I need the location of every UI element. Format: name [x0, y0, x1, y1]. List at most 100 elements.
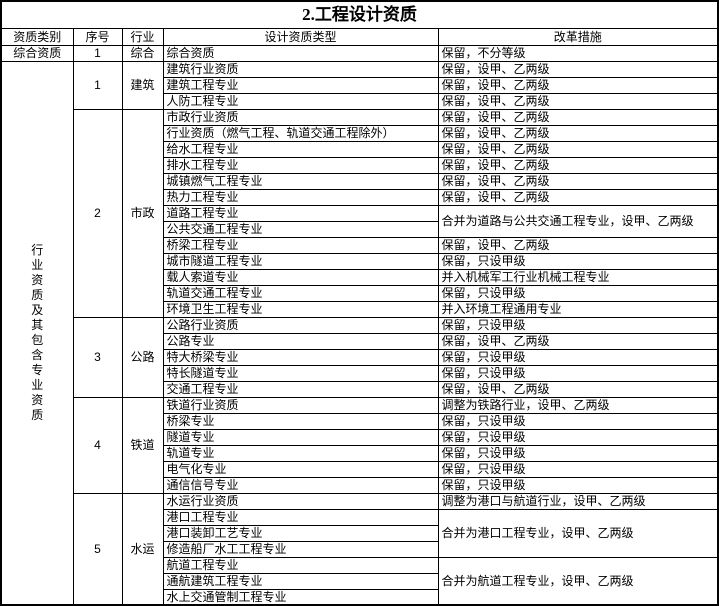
design-type-cell: 电气化专业 — [162, 460, 439, 478]
seq-cell: 2 — [72, 108, 123, 318]
header-seq: 序号 — [72, 27, 123, 46]
design-type-cell: 港口装卸工艺专业 — [162, 524, 439, 542]
design-type-cell: 港口工程专业 — [162, 508, 439, 526]
design-type-cell: 公路行业资质 — [162, 316, 439, 334]
measure-cell: 调整为港口与航道行业，设甲、乙两级 — [437, 492, 719, 510]
measure-cell-merged: 合并为港口工程专业，设甲、乙两级 — [437, 508, 719, 558]
measure-cell: 保留，只设甲级 — [437, 252, 719, 270]
category-vertical-label: 行业资质及其包含专业资质 — [31, 242, 44, 422]
page-title: 2.工程设计资质 — [0, 0, 719, 29]
design-type-cell: 通信信号专业 — [162, 476, 439, 494]
table-row: 轨道专业 保留，只设甲级 — [1, 444, 719, 462]
industry-cell: 水运 — [121, 492, 164, 606]
design-type-cell: 建筑行业资质 — [162, 60, 439, 78]
design-type-cell: 交通工程专业 — [162, 380, 439, 398]
measure-cell: 调整为铁路行业，设甲、乙两级 — [437, 396, 719, 414]
design-type-cell: 轨道专业 — [162, 444, 439, 462]
header-industry: 行业 — [121, 27, 164, 46]
category-cell: 综合资质 — [0, 44, 74, 62]
table-row: 3 公路 公路行业资质 保留，只设甲级 — [1, 316, 719, 398]
design-type-cell: 城镇燃气工程专业 — [162, 172, 439, 190]
industry-cell: 建筑 — [121, 60, 164, 110]
title-row: 2.工程设计资质 — [0, 0, 719, 29]
design-type-cell: 航道工程专业 — [162, 556, 439, 574]
seq-cell: 5 — [72, 492, 123, 606]
table-header-row: 资质类别 序号 行业 设计资质类型 改革措施 — [0, 27, 719, 46]
measure-cell: 保留，只设甲级 — [437, 428, 719, 446]
design-type-cell: 轨道交通工程专业 — [162, 284, 439, 302]
design-type-cell: 环境卫生工程专业 — [162, 300, 439, 318]
measure-cell: 保留，设甲、乙两级 — [437, 156, 719, 174]
seq-cell: 1 — [72, 44, 123, 62]
measure-cell: 保留，只设甲级 — [437, 476, 719, 494]
measure-cell: 保留，设甲、乙两级 — [437, 92, 719, 110]
measure-cell: 保留，设甲、乙两级 — [437, 60, 719, 78]
measure-cell: 并入环境工程通用专业 — [437, 300, 719, 318]
header-type: 设计资质类型 — [162, 27, 439, 46]
measure-cell: 保留，只设甲级 — [437, 412, 719, 430]
design-type-cell: 市政行业资质 — [162, 108, 439, 126]
design-type-cell: 建筑工程专业 — [162, 76, 439, 94]
design-type-cell: 公路专业 — [162, 332, 439, 350]
measure-cell: 保留，设甲、乙两级 — [437, 124, 719, 142]
table-row: 道路工程专业 合并为道路与公共交通工程专业，设甲、乙两级 — [1, 204, 719, 238]
table-row: 排水工程专业 保留，设甲、乙两级 — [1, 156, 719, 174]
design-type-cell: 桥梁专业 — [162, 412, 439, 430]
table-row: 热力工程专业 保留，设甲、乙两级 — [1, 188, 719, 206]
measure-cell: 保留，设甲、乙两级 — [437, 140, 719, 158]
measure-cell: 保留，只设甲级 — [437, 460, 719, 478]
measure-cell-merged: 合并为道路与公共交通工程专业，设甲、乙两级 — [437, 204, 719, 238]
design-type-cell: 水运行业资质 — [162, 492, 439, 510]
seq-cell: 4 — [72, 396, 123, 494]
measure-cell: 保留，只设甲级 — [437, 444, 719, 462]
seq-cell: 1 — [72, 60, 123, 110]
measure-cell: 保留，设甲、乙两级 — [437, 76, 719, 94]
table-row: 水上交通管制工程专业 — [1, 588, 718, 606]
design-type-cell: 公共交通工程专业 — [162, 220, 439, 238]
design-type-cell: 特长隧道专业 — [162, 364, 439, 382]
design-type-cell: 特大桥梁专业 — [162, 348, 439, 366]
measure-cell: 保留，只设甲级 — [437, 284, 719, 302]
industry-cell: 综合 — [121, 44, 164, 62]
table-row: 航道工程专业 合并为航道工程专业，设甲、乙两级 — [1, 556, 719, 606]
design-type-cell: 人防工程专业 — [162, 92, 439, 110]
design-type-cell: 隧道专业 — [162, 428, 439, 446]
measure-cell: 保留，设甲、乙两级 — [437, 188, 719, 206]
design-type-cell: 给水工程专业 — [162, 140, 439, 158]
measure-cell: 保留，设甲、乙两级 — [437, 172, 719, 190]
table-row: 4 铁道 铁道行业资质 调整为铁路行业，设甲、乙两级 — [1, 396, 719, 494]
table-row: 行业资质及其包含专业资质 1 建筑 建筑行业资质 保留，设甲、乙两级 — [0, 60, 719, 606]
category-cell: 行业资质及其包含专业资质 — [0, 60, 74, 606]
seq-cell: 3 — [72, 316, 123, 398]
design-type-cell: 城市隧道工程专业 — [162, 252, 439, 270]
table-row: 行业资质（燃气工程、轨道交通工程除外） 保留，设甲、乙两级 — [1, 124, 719, 142]
table-row: 隧道专业 保留，只设甲级 — [1, 428, 719, 446]
table-row: 2 市政 市政行业资质 保留，设甲、乙两级 — [1, 108, 719, 318]
design-type-cell: 水上交通管制工程专业 — [162, 588, 439, 606]
table-row: 载人索道专业 并入机械军工行业机械工程专业 — [1, 268, 719, 286]
measure-cell: 并入机械军工行业机械工程专业 — [437, 268, 719, 286]
design-type-cell: 通航建筑工程专业 — [162, 572, 439, 590]
table-row: 港口装卸工艺专业 — [1, 524, 718, 542]
design-type-cell: 排水工程专业 — [162, 156, 439, 174]
table-row: 5 水运 水运行业资质 调整为港口与航道行业，设甲、乙两级 — [1, 492, 719, 606]
header-category: 资质类别 — [0, 27, 74, 46]
design-type-cell: 道路工程专业 — [162, 204, 439, 222]
table-row: 桥梁工程专业 保留，设甲、乙两级 — [1, 236, 719, 254]
industry-cell: 公路 — [121, 316, 164, 398]
industry-cell: 铁道 — [121, 396, 164, 494]
measure-cell: 保留，只设甲级 — [437, 364, 719, 382]
measure-cell: 保留，设甲、乙两级 — [437, 380, 719, 398]
table-row: 电气化专业 保留，只设甲级 — [1, 460, 719, 478]
design-type-cell: 铁道行业资质 — [162, 396, 439, 414]
measure-cell: 保留，不分等级 — [437, 44, 719, 62]
header-measure: 改革措施 — [437, 27, 719, 46]
measure-cell: 保留，设甲、乙两级 — [437, 332, 719, 350]
design-type-cell: 修造船厂水工工程专业 — [162, 540, 439, 558]
measure-cell-merged: 合并为航道工程专业，设甲、乙两级 — [437, 556, 719, 606]
measure-cell: 保留，只设甲级 — [437, 348, 719, 366]
measure-cell: 保留，设甲、乙两级 — [437, 236, 719, 254]
table-row: 通信信号专业 保留，只设甲级 — [1, 476, 719, 494]
design-type-cell: 热力工程专业 — [162, 188, 439, 206]
